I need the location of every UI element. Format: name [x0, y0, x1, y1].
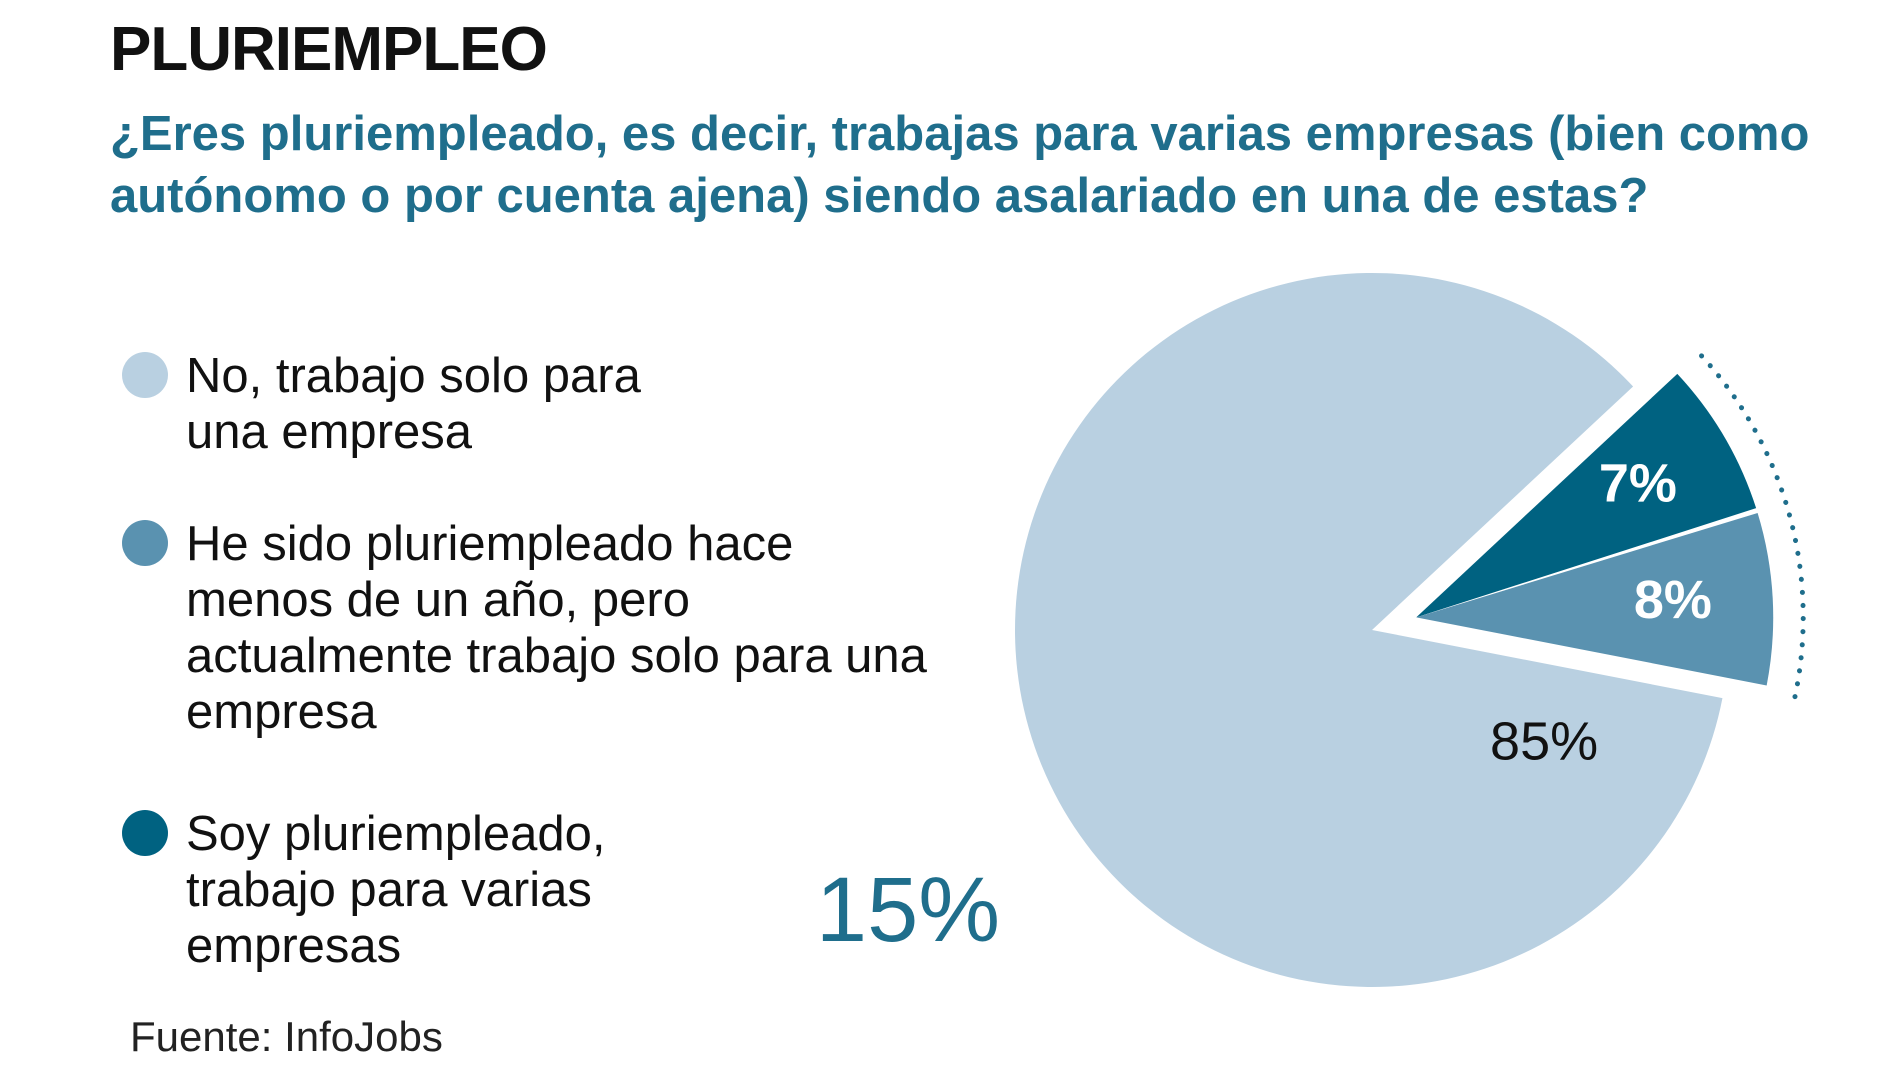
- pie-slice-solo-una-empresa: [1015, 273, 1723, 988]
- legend-label: Soy pluriempleado, trabajo para varias e…: [186, 807, 606, 973]
- legend-label: No, trabajo solo para una empresa: [186, 349, 641, 459]
- chart-title: PLURIEMPLEO: [110, 15, 548, 84]
- slice-label-7: 7%: [1599, 454, 1677, 514]
- legend-swatch: [122, 810, 168, 856]
- group-arc: [1699, 353, 1806, 704]
- chart-subtitle: ¿Eres pluriempleado, es decir, trabajas …: [110, 107, 1810, 223]
- source-note: Fuente: InfoJobs: [130, 1013, 443, 1060]
- pie-slice-pluriempleado: [1416, 373, 1757, 618]
- pie-slice-pluriempleado-antes: [1416, 512, 1774, 686]
- slice-label-8: 8%: [1634, 570, 1712, 630]
- legend-swatch: [122, 352, 168, 398]
- legend-swatch: [122, 520, 168, 566]
- slice-label-85: 85%: [1490, 712, 1598, 772]
- legend-label: He sido pluriempleado hace menos de un a…: [186, 517, 927, 739]
- group-total-label: 15%: [816, 859, 1000, 961]
